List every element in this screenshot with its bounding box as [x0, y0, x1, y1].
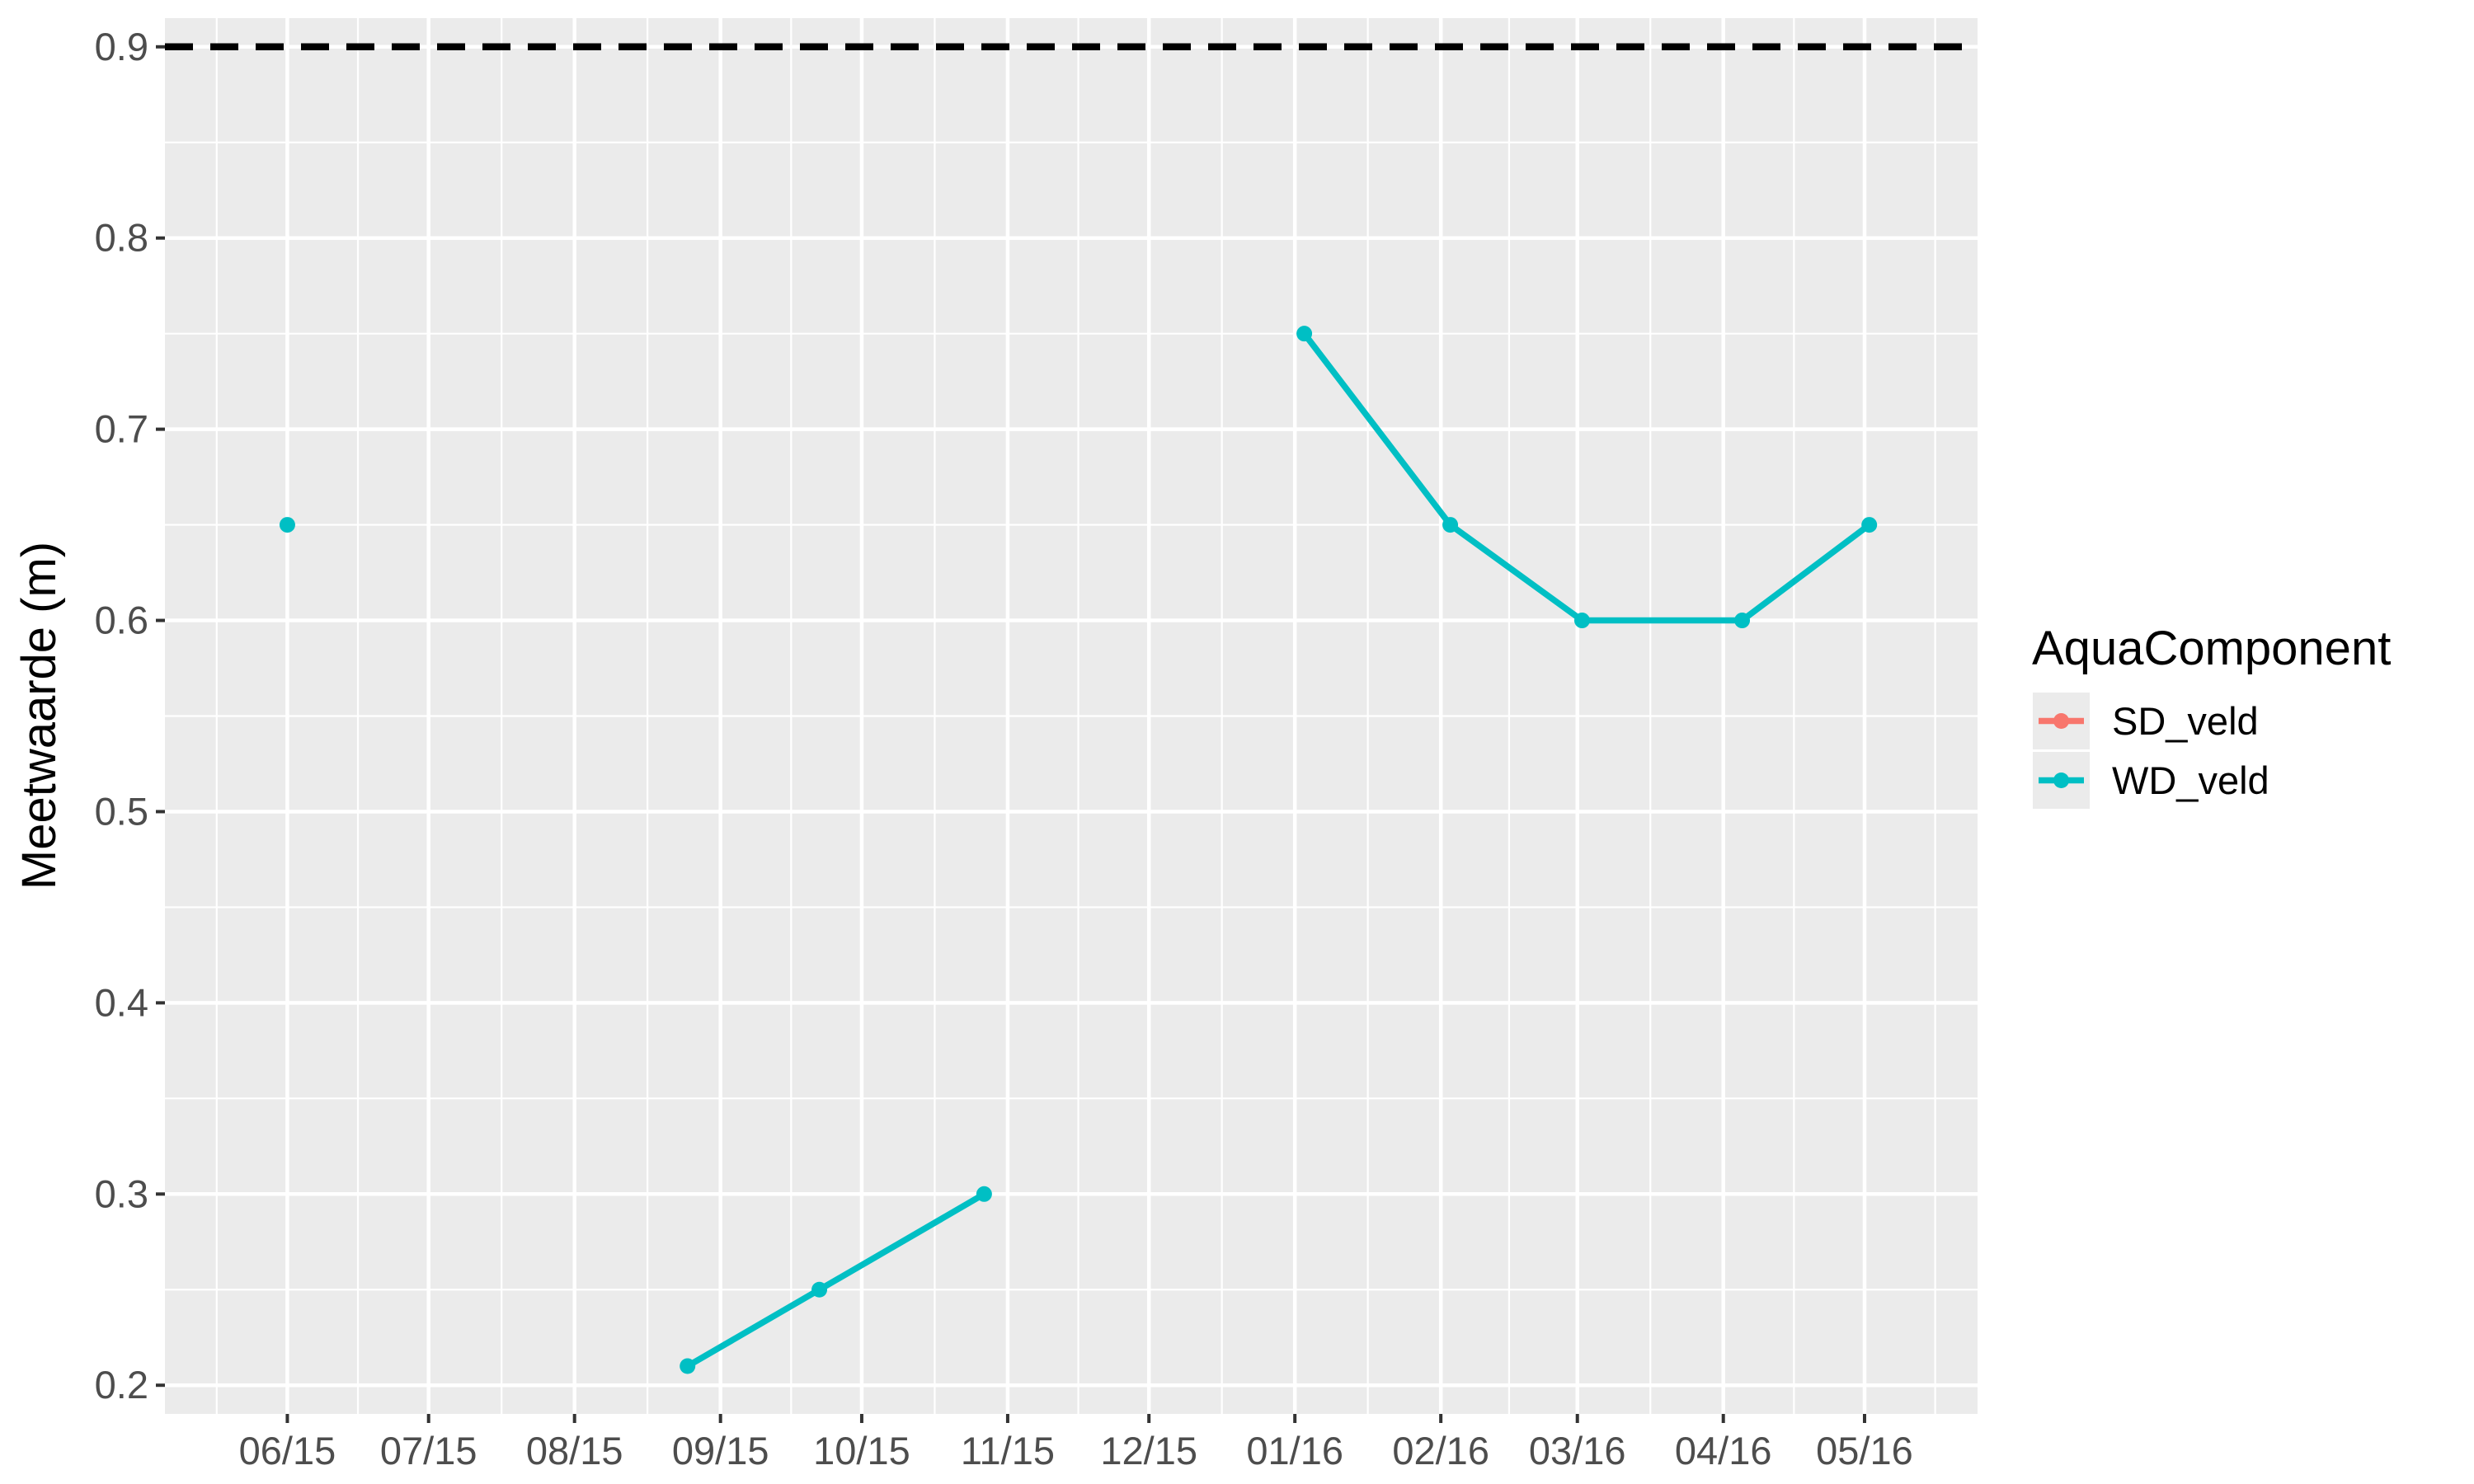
y-tick-label: 0.6: [95, 599, 148, 642]
x-tick-label: 02/16: [1392, 1429, 1489, 1472]
minor-gridlines: [165, 18, 1978, 1414]
data-point: [976, 1186, 992, 1202]
legend-key-point: [2053, 773, 2069, 788]
legend: AquaComponent SD_veld WD_veld: [2032, 622, 2391, 809]
legend-key-point: [2053, 713, 2069, 729]
x-tick-label: 07/15: [380, 1429, 477, 1472]
data-point: [1573, 613, 1590, 629]
x-tick-label: 08/15: [526, 1429, 623, 1472]
x-tick-label: 09/15: [672, 1429, 769, 1472]
data-point: [811, 1281, 828, 1298]
data-point: [1442, 517, 1459, 533]
y-tick-label: 0.4: [95, 980, 148, 1024]
legend-label: WD_veld: [2112, 758, 2269, 802]
data-point: [279, 517, 295, 533]
data-point: [1861, 517, 1878, 533]
x-axis: 06/15 07/15 08/15 09/15 10/15 11/15 12/15 01/16…: [239, 1414, 1913, 1472]
x-tick-label: 10/15: [813, 1429, 910, 1472]
legend-title: AquaComponent: [2032, 622, 2391, 675]
y-axis-title: Meetwaarde (m): [12, 542, 66, 890]
x-tick-label: 05/16: [1816, 1429, 1913, 1472]
series-layer: [279, 326, 1878, 1374]
legend-keys: SD_veld WD_veld: [2033, 693, 2269, 809]
data-point: [680, 1358, 696, 1374]
data-point: [1296, 326, 1313, 342]
x-tick-label: 04/16: [1675, 1429, 1772, 1472]
x-tick-label: 03/16: [1529, 1429, 1626, 1472]
major-gridlines: [165, 18, 1978, 1414]
y-tick-label: 0.7: [95, 407, 148, 451]
data-point: [1734, 613, 1751, 629]
y-tick-label: 0.8: [95, 216, 148, 260]
y-tick-label: 0.5: [95, 789, 148, 833]
y-tick-label: 0.3: [95, 1172, 148, 1215]
legend-label: SD_veld: [2112, 699, 2259, 743]
x-tick-label: 12/15: [1100, 1429, 1197, 1472]
x-tick-label: 01/16: [1246, 1429, 1343, 1472]
y-tick-label: 0.9: [95, 25, 148, 68]
x-tick-label: 11/15: [961, 1429, 1055, 1472]
x-tick-label: 06/15: [239, 1429, 336, 1472]
y-tick-label: 0.2: [95, 1363, 148, 1407]
series-WD_veld: [279, 326, 1878, 1374]
y-axis: 0.2 0.3 0.4 0.5 0.6 0.7 0.8 0.9: [95, 25, 165, 1407]
